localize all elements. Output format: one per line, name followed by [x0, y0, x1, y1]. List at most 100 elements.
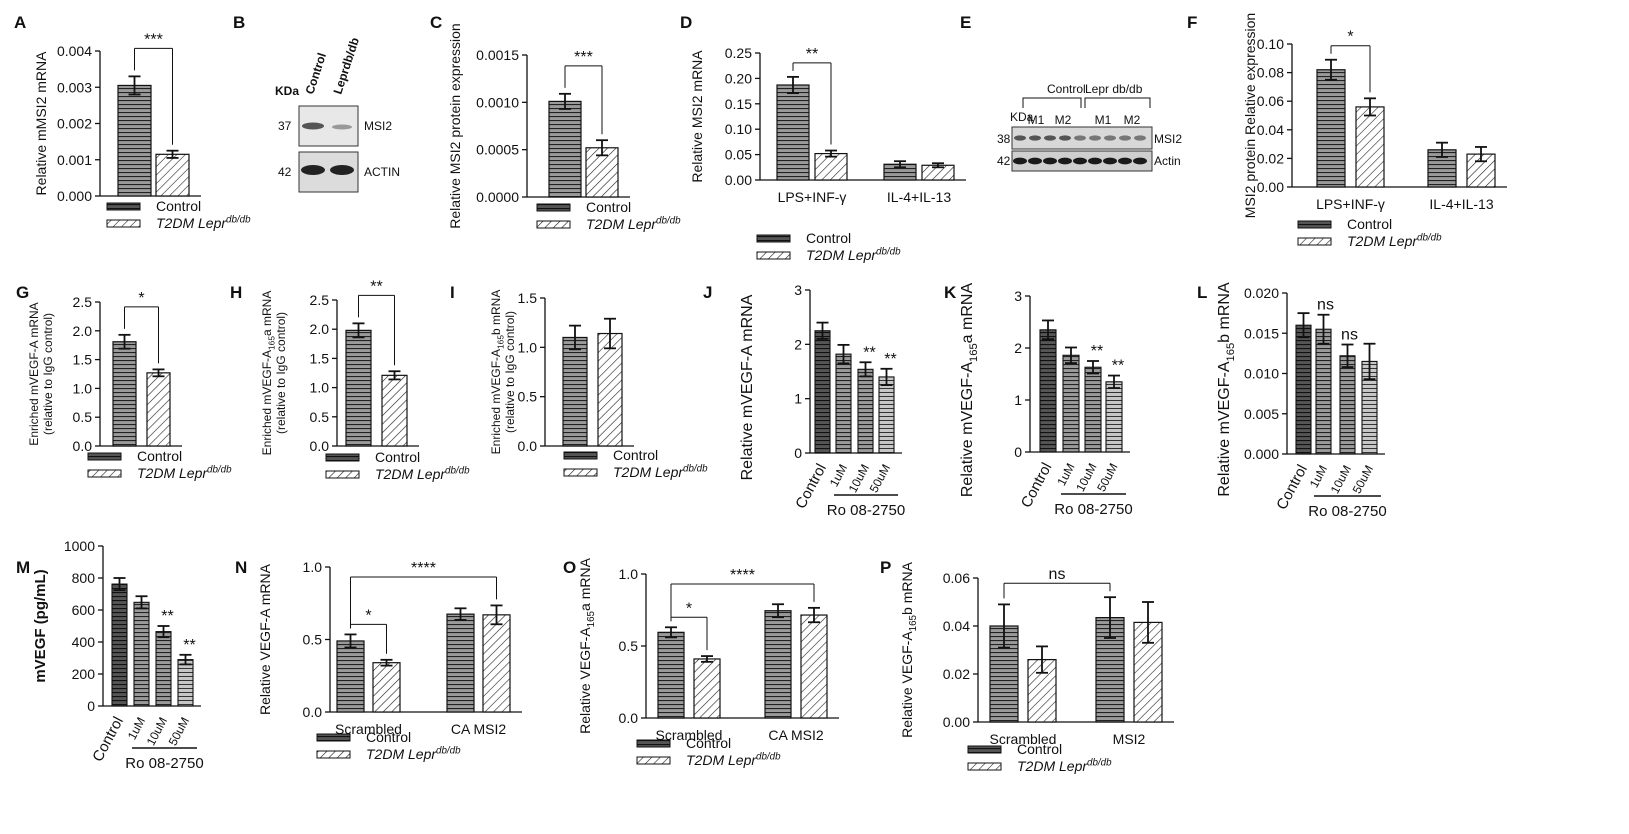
legend-label: T2DM Leprdb/db​	[806, 246, 901, 263]
band	[1029, 135, 1041, 141]
band	[1028, 157, 1042, 165]
y-axis-label-2: (relative to IgG control)	[274, 312, 288, 434]
legend-swatch	[536, 220, 571, 229]
kda-value: 37	[278, 119, 292, 133]
band	[1043, 157, 1057, 165]
blot-protein-label: Actin	[1154, 154, 1181, 168]
band	[330, 165, 354, 175]
x-tick-label-text: 10uM	[144, 715, 170, 748]
sig-label: **	[161, 608, 173, 625]
x-tick-label-text: Control	[1018, 460, 1056, 511]
legend-label: T2DM Leprdb/db​	[686, 751, 781, 768]
group-label: Scrambled	[335, 721, 402, 737]
y-tick-label: 0.5	[310, 409, 330, 425]
bar	[111, 583, 128, 707]
band	[1044, 135, 1056, 141]
y-tick-label: 0.0	[619, 710, 639, 726]
panel-F: F 0.00 0.02 0.04 0.06 0.08 0.10 LPS+INF-γ IL-4+I…	[1187, 13, 1507, 249]
blot-protein-label: MSI2	[1154, 132, 1182, 146]
lane-label-text: Control	[303, 51, 329, 96]
y-axis-label: Enriched mVEGF-A165​a mRNA	[260, 291, 277, 456]
group-bracket	[1022, 97, 1082, 108]
y-tick-label: 0.5	[73, 409, 93, 425]
y-tick-label: 0.0	[303, 704, 323, 720]
y-tick-label: 0.000	[1244, 446, 1279, 462]
panel-letter: A	[14, 13, 26, 32]
panel-letter: E	[960, 13, 971, 32]
x-tick-label: 10uM	[144, 715, 170, 748]
y-axis-label: Relative MSI2 protein expression	[447, 23, 463, 228]
panel-letter: F	[1187, 13, 1197, 32]
y-tick-label: 1.5	[310, 350, 330, 366]
y-tick-label: 0.15	[725, 96, 752, 112]
group-label: IL-4+IL-13	[1429, 196, 1493, 212]
y-tick-label: 800	[72, 570, 96, 586]
lane-label: M1	[1028, 113, 1045, 127]
panel-B: B KDa Control Leprdb/db 37 MSI2 42 ACTIN	[233, 13, 400, 193]
y-tick-label: 0.02	[1257, 150, 1284, 166]
y-axis-label: Relative VEGF-A mRNA	[257, 563, 273, 715]
panel-letter: P	[880, 558, 891, 577]
panel-G: G 0.0 0.5 1.0 1.5 2.0 2.5 * Enriched mVEGF-A mRN…	[16, 283, 232, 481]
bar	[1316, 69, 1346, 188]
bar	[657, 631, 685, 719]
x-tick-label: 50uM	[1094, 461, 1120, 494]
legend-label: Control	[1347, 216, 1392, 232]
bar	[372, 662, 401, 713]
band	[1119, 135, 1131, 141]
legend-swatch	[325, 453, 360, 462]
y-tick-label: 0.0015	[476, 47, 519, 63]
band	[332, 124, 352, 130]
legend-swatch	[967, 745, 1002, 754]
group-label: Ro 08-2750	[827, 502, 905, 519]
lane-label: Leprdb/db	[331, 36, 362, 96]
legend-label: T2DM Leprdb/db​	[613, 463, 708, 480]
y-tick-label: 1.0	[310, 380, 330, 396]
y-tick-label: 0.08	[1257, 65, 1284, 81]
bar	[548, 100, 582, 198]
legend-swatch	[316, 750, 351, 759]
x-tick-label-text: 1uM	[1307, 463, 1330, 490]
bar	[814, 330, 831, 454]
y-tick-label: 0.20	[725, 70, 752, 86]
kda-value: 42	[997, 154, 1011, 168]
panel-letter: N	[235, 558, 247, 577]
legend-swatch	[316, 733, 351, 742]
bar	[155, 631, 172, 707]
bar	[146, 372, 171, 447]
panel-M: M02004006008001000Control1uM**10uM**50uM…	[16, 538, 204, 772]
panel-letter: D	[680, 13, 692, 32]
y-tick-label: 0.0	[310, 438, 330, 454]
y-tick-label: 2.5	[73, 294, 93, 310]
y-axis-label: Relative mVEGF-A mRNA	[739, 294, 756, 480]
sig-label: ***	[144, 31, 163, 48]
y-tick-label: 0.0	[518, 438, 538, 454]
legend-swatch	[1297, 237, 1332, 246]
legend-swatch	[325, 470, 360, 479]
legend-label: Control	[586, 199, 631, 215]
y-tick-label: 1000	[64, 538, 95, 554]
panel-P: P 0.00 0.02 0.04 0.06 Scrambled MSI2 ns Relative…	[880, 558, 1174, 774]
y-tick-label: 0.0010	[476, 94, 519, 110]
legend-swatch	[536, 203, 571, 212]
x-tick-label-text: 50uM	[166, 715, 192, 748]
band	[1059, 135, 1071, 141]
sig-label: **	[1091, 343, 1103, 360]
legend-swatch	[563, 468, 598, 477]
legend-swatch	[756, 234, 791, 243]
panel-A: A 0.000 0.001 0.002 0.003 0.004 *** Relative mM…	[14, 13, 251, 231]
bar	[1339, 355, 1356, 455]
y-tick-label: 0.04	[1257, 122, 1284, 138]
y-tick-label: 0.5	[303, 632, 323, 648]
group-label: Lepr db/db	[1085, 82, 1143, 96]
bar	[155, 153, 190, 197]
y-axis-label: Relative VEGF-A165​b mRNA	[899, 561, 919, 738]
y-tick-label: 2.0	[310, 321, 330, 337]
y-axis-label: mVEGF (pg/mL)	[32, 569, 49, 682]
lane-label: M1	[1095, 113, 1112, 127]
band	[1073, 157, 1087, 165]
bar	[1355, 106, 1385, 188]
legend-swatch	[87, 469, 122, 478]
y-axis-label: Relative MSI2 mRNA	[689, 50, 705, 183]
